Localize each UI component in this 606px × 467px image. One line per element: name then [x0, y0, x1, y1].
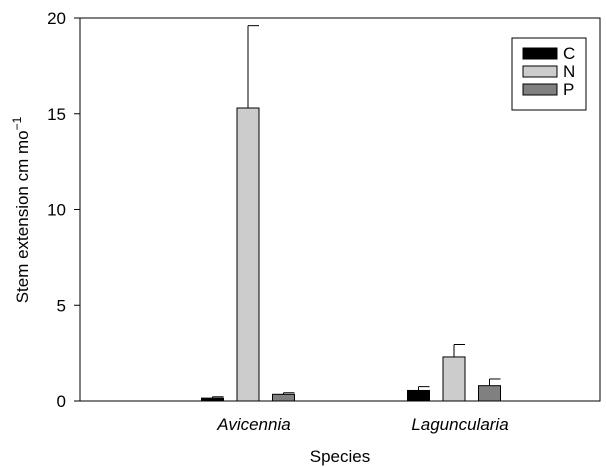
- bar-p: [272, 393, 295, 402]
- x-axis-tick-labels: Avicennia Laguncularia: [216, 415, 508, 434]
- x-tick-label: Avicennia: [216, 415, 290, 434]
- y-axis-title: Stem extension cm mo−1: [10, 116, 32, 303]
- y-axis-title-main: Stem extension cm mo: [13, 130, 32, 303]
- legend-label: N: [563, 62, 575, 81]
- bar-c: [201, 397, 224, 402]
- x-axis-title: Species: [310, 447, 370, 466]
- bar-p: [478, 385, 501, 402]
- legend-swatch-p: [522, 83, 558, 96]
- y-tick-label: 0: [57, 392, 66, 411]
- legend-label: C: [563, 44, 575, 63]
- legend-label: P: [563, 80, 574, 99]
- y-tick-label: 15: [47, 105, 66, 124]
- y-axis-title-exponent: −1: [10, 116, 24, 130]
- bar-c: [407, 389, 430, 402]
- legend-swatch-n: [522, 65, 558, 78]
- y-tick-label: 5: [57, 296, 66, 315]
- legend-swatch-c: [522, 47, 558, 60]
- bar-n: [236, 107, 260, 402]
- bar-group: [201, 25, 501, 402]
- y-tick-label: 20: [47, 9, 66, 28]
- legend: CNP: [511, 37, 587, 111]
- y-axis-ticks: 0 5 10 15 20: [47, 9, 80, 411]
- x-tick-label: Laguncularia: [411, 415, 508, 434]
- bar-n: [442, 356, 466, 402]
- y-tick-label: 10: [47, 201, 66, 220]
